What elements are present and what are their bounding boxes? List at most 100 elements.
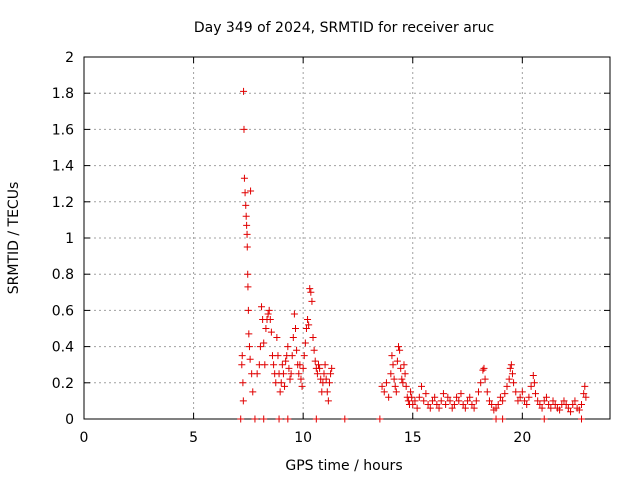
data-point (267, 328, 275, 336)
data-point (407, 388, 415, 396)
data-point (287, 370, 295, 378)
data-point (444, 393, 452, 401)
data-point (435, 404, 443, 412)
data-point (457, 390, 465, 398)
data-point (315, 361, 323, 369)
data-point (289, 334, 297, 342)
data-point (390, 375, 398, 383)
data-point (392, 388, 400, 396)
data-point (297, 375, 305, 383)
data-point (582, 393, 590, 401)
data-point (299, 364, 307, 372)
data-point (242, 212, 250, 220)
data-point (529, 372, 537, 380)
data-point (475, 388, 482, 396)
y-tick-label: 1.6 (52, 122, 74, 138)
data-point (518, 388, 526, 396)
data-point (244, 306, 252, 314)
data-point (481, 375, 489, 383)
data-point (244, 270, 252, 278)
data-point (512, 388, 520, 396)
data-point (578, 415, 586, 423)
data-point (567, 408, 575, 416)
data-point (293, 346, 301, 354)
data-point (300, 352, 308, 360)
data-point (527, 382, 535, 390)
data-point (540, 397, 548, 405)
data-point (488, 401, 496, 409)
data-point (389, 361, 397, 369)
data-point (496, 393, 504, 401)
x-tick-label: 0 (80, 430, 89, 446)
data-point (404, 397, 412, 405)
data-point (291, 325, 299, 332)
data-point (492, 404, 500, 412)
y-tick-label: 1.4 (52, 159, 74, 175)
data-point (485, 397, 493, 405)
data-point (494, 401, 502, 409)
x-axis-label: GPS time / hours (285, 458, 402, 474)
data-point (396, 346, 404, 354)
data-point (261, 361, 269, 369)
data-point (306, 285, 314, 293)
data-point (307, 288, 315, 296)
data-point (316, 364, 324, 372)
data-point (304, 315, 312, 323)
data-point (239, 379, 247, 387)
data-point (279, 370, 287, 378)
x-tick-label: 15 (404, 430, 422, 446)
y-tick-label: 1.2 (52, 195, 74, 211)
data-point (243, 243, 251, 251)
data-point (453, 393, 461, 401)
data-point (470, 404, 478, 412)
data-point (273, 334, 281, 342)
data-point (578, 401, 586, 409)
data-point (420, 397, 428, 405)
data-point (534, 397, 542, 405)
data-point (531, 390, 539, 398)
data-point (397, 364, 405, 372)
data-point (243, 230, 251, 238)
data-point (536, 401, 544, 409)
data-point (262, 325, 270, 332)
data-point (442, 401, 450, 409)
data-point (305, 321, 313, 329)
data-point (466, 393, 474, 401)
data-point (274, 352, 282, 360)
y-axis-label: SRMTID / TECUs (6, 182, 22, 295)
data-point (245, 343, 253, 351)
data-point (516, 393, 524, 401)
data-points (237, 87, 590, 423)
data-point (258, 303, 266, 311)
data-point (319, 379, 327, 387)
data-point (239, 397, 247, 405)
data-point (571, 397, 579, 405)
chart-title: Day 349 of 2024, SRMTID for receiver aru… (194, 20, 494, 36)
data-point (562, 401, 570, 409)
data-point (499, 415, 507, 423)
data-point (492, 415, 500, 423)
data-point (327, 370, 335, 378)
data-point (322, 375, 330, 383)
data-point (547, 404, 555, 412)
data-point (448, 404, 456, 412)
data-point (286, 375, 294, 383)
data-point (408, 393, 416, 401)
y-tick-label: 2 (65, 50, 74, 66)
data-point (385, 393, 393, 401)
data-point (395, 343, 403, 351)
data-point (540, 415, 548, 423)
x-tick-label: 10 (294, 430, 312, 446)
data-point (240, 125, 248, 133)
data-point (464, 397, 472, 405)
data-point (240, 174, 248, 182)
y-tick-label: 0.8 (52, 267, 74, 283)
axis-ticks: 00.20.40.60.811.21.41.61.820 5 10 15 20 (52, 50, 610, 446)
data-point (560, 397, 568, 405)
data-point (281, 382, 289, 390)
data-point (437, 397, 445, 405)
data-point (477, 379, 485, 387)
data-point (276, 388, 284, 396)
data-point (311, 357, 319, 365)
data-point (545, 401, 553, 409)
